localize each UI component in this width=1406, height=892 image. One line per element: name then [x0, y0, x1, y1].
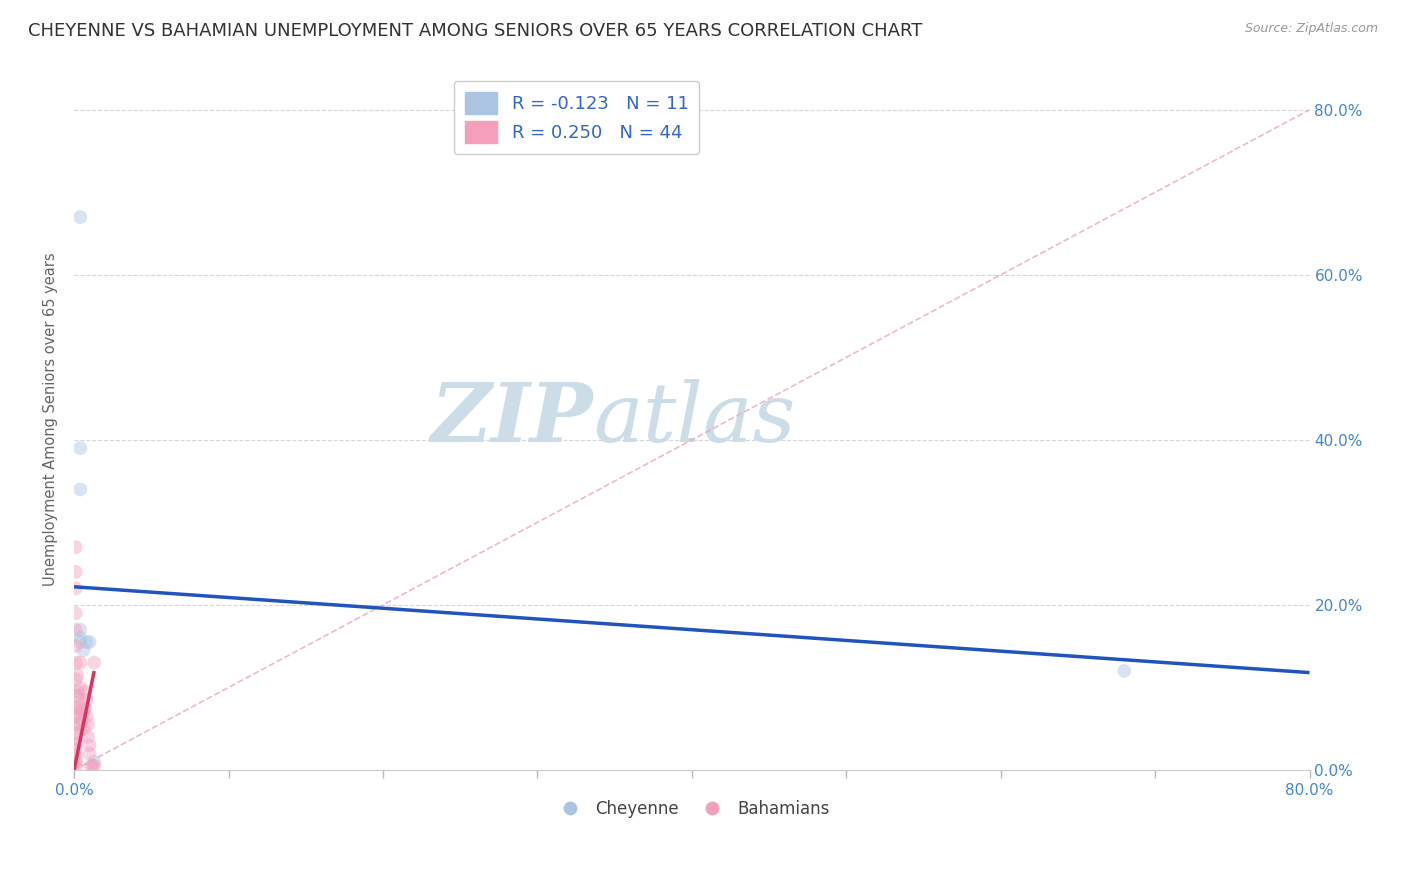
Text: atlas: atlas: [593, 379, 796, 459]
Point: [65, 565, 87, 579]
Point: [65, 639, 87, 653]
Legend: Cheyenne, Bahamians: Cheyenne, Bahamians: [547, 794, 837, 825]
Point: [69, 483, 91, 497]
Point: [75, 693, 97, 707]
Point: [82, 759, 104, 773]
Point: [65, 689, 87, 703]
Point: [69, 623, 91, 637]
Point: [69, 631, 91, 645]
Point: [65, 726, 87, 740]
Point: [75, 635, 97, 649]
Point: [72, 705, 94, 719]
Point: [65, 540, 87, 554]
Point: [72, 722, 94, 736]
Point: [65, 582, 87, 596]
Point: [73, 684, 96, 698]
Point: [65, 737, 87, 751]
Point: [65, 701, 87, 715]
Point: [65, 748, 87, 763]
Point: [73, 701, 96, 715]
Point: [72, 643, 94, 657]
Point: [65, 717, 87, 731]
Point: [66, 668, 89, 682]
Point: [1114, 664, 1136, 678]
Point: [70, 714, 93, 728]
Point: [83, 755, 105, 769]
Point: [65, 672, 87, 686]
Point: [69, 656, 91, 670]
Point: [69, 681, 91, 695]
Point: [79, 635, 101, 649]
Y-axis label: Unemployment Among Seniors over 65 years: Unemployment Among Seniors over 65 years: [44, 252, 58, 586]
Point: [65, 760, 87, 774]
Point: [69, 635, 91, 649]
Point: [69, 441, 91, 455]
Text: CHEYENNE VS BAHAMIAN UNEMPLOYMENT AMONG SENIORS OVER 65 YEARS CORRELATION CHART: CHEYENNE VS BAHAMIAN UNEMPLOYMENT AMONG …: [28, 22, 922, 40]
Point: [77, 730, 100, 744]
Point: [70, 697, 93, 711]
Point: [67, 705, 90, 719]
Point: [77, 717, 100, 731]
Point: [65, 753, 87, 767]
Point: [65, 731, 87, 746]
Point: [79, 738, 101, 752]
Point: [66, 717, 89, 731]
Point: [65, 756, 87, 771]
Point: [80, 759, 103, 773]
Point: [66, 701, 89, 715]
Text: ZIP: ZIP: [430, 379, 593, 459]
Point: [65, 656, 87, 670]
Point: [65, 606, 87, 620]
Point: [83, 759, 105, 773]
Point: [65, 709, 87, 723]
Point: [83, 656, 105, 670]
Text: Source: ZipAtlas.com: Source: ZipAtlas.com: [1244, 22, 1378, 36]
Point: [69, 210, 91, 224]
Point: [66, 684, 89, 698]
Point: [75, 709, 97, 723]
Point: [65, 623, 87, 637]
Point: [67, 689, 90, 703]
Point: [79, 747, 101, 761]
Point: [65, 742, 87, 756]
